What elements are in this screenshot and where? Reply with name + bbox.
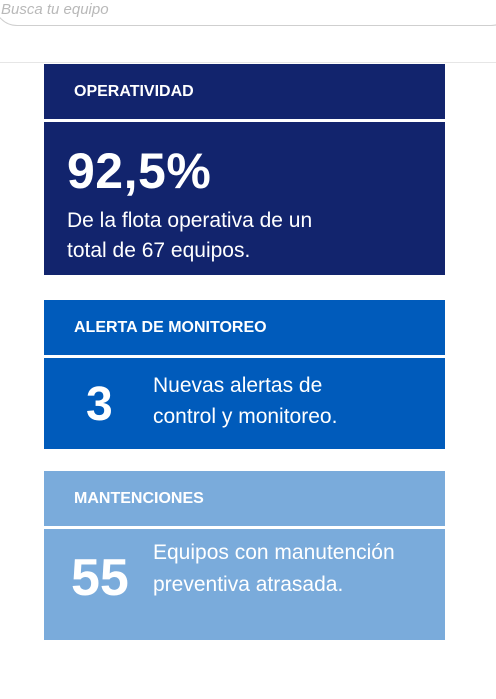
divider (44, 119, 445, 122)
alertas-count: 3 (86, 378, 113, 431)
mantenciones-description: Equipos con manutención preventiva atras… (153, 541, 395, 596)
operatividad-description: De la flota operativa de un total de 67 … (67, 209, 313, 262)
operatividad-value: 92,5% (67, 143, 212, 199)
mantenciones-count: 55 (71, 549, 129, 607)
card-body: 55 Equipos con manutención preventiva at… (44, 529, 445, 640)
mantenciones-card[interactable]: MANTENCIONES 55 Equipos con manutención … (44, 471, 445, 640)
alerta-monitoreo-card[interactable]: ALERTA DE MONITOREO 3 Nuevas alertas de … (44, 300, 445, 449)
operatividad-card[interactable]: OPERATIVIDAD 92,5% De la flota operativa… (44, 64, 445, 275)
alertas-description: Nuevas alertas de control y monitoreo. (153, 374, 338, 428)
divider (44, 355, 445, 358)
card-body: 92,5% De la flota operativa de un total … (44, 122, 445, 275)
divider (44, 526, 445, 529)
top-bar (0, 0, 496, 63)
search-input[interactable] (1, 0, 301, 21)
card-body: 3 Nuevas alertas de control y monitoreo. (44, 358, 445, 449)
card-title: OPERATIVIDAD (44, 64, 445, 119)
card-title: ALERTA DE MONITOREO (44, 300, 445, 355)
search-box[interactable] (0, 0, 496, 26)
card-title: MANTENCIONES (44, 471, 445, 526)
